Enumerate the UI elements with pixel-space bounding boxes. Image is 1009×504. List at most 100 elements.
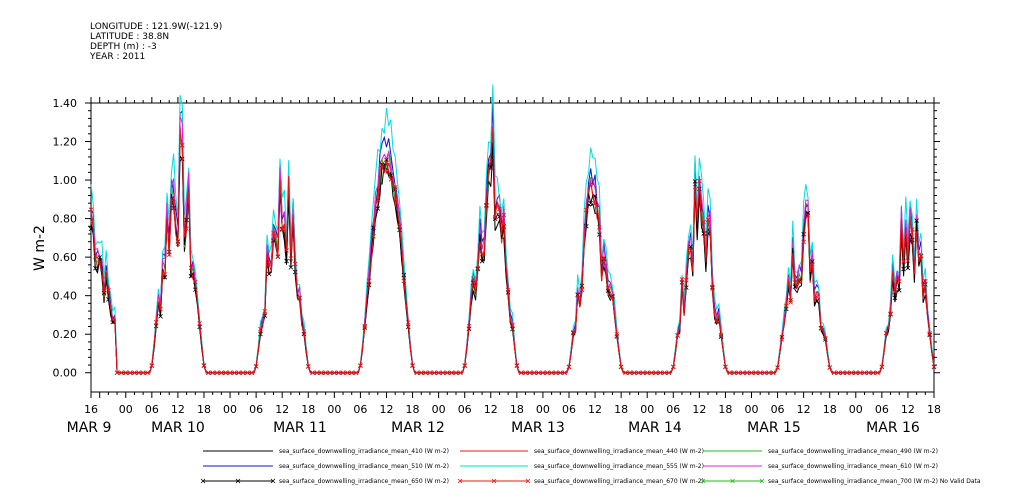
series-marker-8 bbox=[610, 294, 615, 300]
series-marker-8 bbox=[684, 277, 689, 283]
legend-marker-8 bbox=[525, 478, 531, 484]
series-marker-8 bbox=[831, 370, 837, 376]
x-tick-label: 12 bbox=[588, 403, 602, 416]
series-marker-7 bbox=[701, 231, 706, 236]
series-marker-8 bbox=[879, 364, 885, 370]
series-marker-8 bbox=[149, 363, 155, 368]
series-marker-8 bbox=[432, 370, 437, 376]
year-label: YEAR : 2011 bbox=[90, 52, 146, 62]
series-marker-8 bbox=[249, 370, 255, 376]
series-marker-8 bbox=[918, 253, 924, 258]
series-marker-8 bbox=[657, 370, 663, 376]
series-marker-7 bbox=[371, 225, 376, 230]
series-marker-8 bbox=[923, 278, 928, 284]
series-marker-8 bbox=[762, 370, 767, 376]
series-marker-8 bbox=[240, 370, 246, 376]
series-marker-8 bbox=[414, 370, 420, 376]
series-marker-8 bbox=[614, 332, 620, 337]
plot-frame bbox=[90, 102, 935, 393]
series-marker-8 bbox=[297, 295, 302, 301]
series-marker-7 bbox=[262, 313, 268, 318]
series-marker-8 bbox=[127, 370, 133, 376]
x-tick-label: 00 bbox=[119, 403, 133, 416]
series-line-2 bbox=[90, 125, 935, 374]
series-marker-7 bbox=[492, 216, 498, 222]
series-marker-8 bbox=[909, 227, 915, 232]
y-tick-label: 0.40 bbox=[53, 290, 78, 303]
series-marker-8 bbox=[193, 279, 198, 285]
series-marker-8 bbox=[436, 370, 441, 376]
x-tick-label: 18 bbox=[614, 403, 628, 416]
series-marker-8 bbox=[623, 370, 628, 376]
x-tick-label: 06 bbox=[875, 403, 889, 416]
series-marker-8 bbox=[558, 370, 563, 376]
legend-label-1: sea_surface_downwelling_irradiance_mean_… bbox=[279, 448, 449, 455]
series-marker-8 bbox=[666, 370, 672, 376]
y-tick-label: 1.00 bbox=[53, 174, 78, 187]
legend-label-9: sea_surface_downwelling_irradiance_mean_… bbox=[768, 478, 981, 485]
series-marker-8 bbox=[697, 178, 702, 184]
series-marker-7 bbox=[366, 282, 372, 288]
series-marker-8 bbox=[492, 214, 498, 220]
series-marker-8 bbox=[110, 317, 116, 322]
series-marker-8 bbox=[779, 337, 785, 342]
series-line-6 bbox=[90, 116, 935, 374]
legend-label-6: sea_surface_downwelling_irradiance_mean_… bbox=[768, 463, 938, 470]
series-marker-7 bbox=[588, 200, 593, 206]
series-marker-8 bbox=[371, 234, 376, 239]
series-marker-8 bbox=[140, 370, 146, 376]
series-marker-8 bbox=[901, 259, 906, 264]
series-marker-8 bbox=[340, 370, 346, 376]
series-marker-8 bbox=[405, 320, 411, 325]
series-marker-8 bbox=[375, 197, 381, 202]
series-marker-8 bbox=[271, 231, 276, 236]
series-marker-8 bbox=[423, 370, 428, 376]
series-marker-8 bbox=[171, 199, 176, 205]
series-marker-8 bbox=[232, 370, 237, 376]
series-marker-8 bbox=[197, 321, 202, 326]
series-marker-8 bbox=[284, 248, 289, 253]
longitude-label: LONGITUDE : 121.9W(-121.9) bbox=[90, 22, 223, 32]
x-day-label: MAR 9 bbox=[67, 420, 112, 436]
series-marker-8 bbox=[627, 370, 633, 376]
x-tick-label: 18 bbox=[927, 403, 941, 416]
series-line-1 bbox=[90, 137, 935, 374]
x-tick-label: 00 bbox=[849, 403, 863, 416]
series-marker-8 bbox=[718, 332, 724, 338]
series-marker-8 bbox=[458, 370, 463, 376]
series-marker-8 bbox=[566, 364, 572, 370]
series-marker-8 bbox=[857, 370, 863, 376]
series-marker-8 bbox=[736, 370, 741, 376]
series-marker-8 bbox=[510, 322, 515, 328]
series-marker-8 bbox=[505, 287, 511, 293]
x-tick-label: 12 bbox=[275, 403, 289, 416]
series-marker-8 bbox=[875, 370, 880, 376]
x-tick-label: 18 bbox=[301, 403, 315, 416]
y-tick-label: 0.60 bbox=[53, 251, 78, 264]
series-marker-7 bbox=[292, 269, 298, 275]
y-tick-label: 0.20 bbox=[53, 328, 78, 341]
series-marker-8 bbox=[488, 159, 494, 164]
x-tick-label: 12 bbox=[379, 403, 393, 416]
y-tick-label: 1.20 bbox=[53, 136, 78, 149]
series-marker-8 bbox=[783, 303, 789, 309]
x-tick-label: 18 bbox=[197, 403, 211, 416]
series-marker-8 bbox=[927, 331, 932, 336]
series-marker-8 bbox=[136, 370, 142, 376]
series-marker-7 bbox=[384, 157, 389, 163]
series-marker-8 bbox=[849, 370, 854, 376]
legend-label-5: sea_surface_downwelling_irradiance_mean_… bbox=[534, 463, 704, 470]
series-marker-8 bbox=[214, 370, 220, 376]
legend-marker-9 bbox=[759, 478, 765, 484]
series-marker-8 bbox=[670, 364, 676, 370]
series-marker-7 bbox=[892, 295, 898, 301]
series-marker-8 bbox=[327, 370, 333, 376]
series-marker-8 bbox=[714, 319, 720, 325]
series-marker-8 bbox=[497, 206, 502, 212]
depth-label: DEPTH (m) : -3 bbox=[90, 42, 157, 52]
series-marker-8 bbox=[818, 326, 824, 331]
series-marker-8 bbox=[123, 370, 129, 376]
series-marker-8 bbox=[310, 370, 315, 376]
series-marker-7 bbox=[575, 292, 580, 297]
